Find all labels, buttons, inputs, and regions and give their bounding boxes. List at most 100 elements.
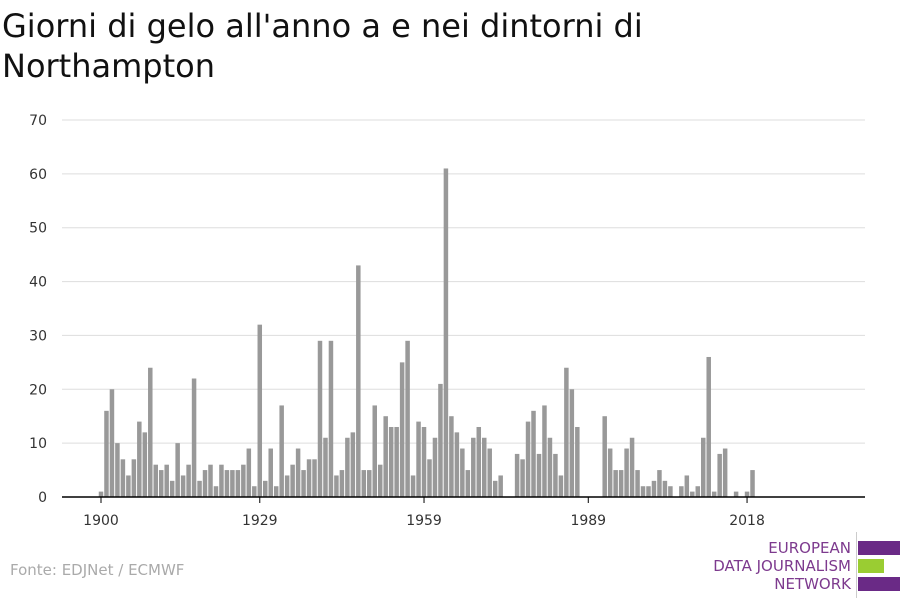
bar-1953 — [388, 426, 394, 497]
bar-1987 — [575, 426, 580, 497]
bar-1935 — [290, 464, 295, 497]
bar-1913 — [169, 480, 175, 497]
logo-bar-3 — [858, 577, 900, 591]
bar-1900 — [98, 491, 104, 497]
bar-1919 — [202, 470, 208, 497]
bar-1979 — [531, 410, 536, 497]
bar-1946 — [350, 432, 356, 497]
bar-1963 — [443, 168, 449, 497]
bar-1962 — [438, 383, 443, 497]
bar-1952 — [383, 416, 388, 497]
bar-1977 — [520, 459, 525, 497]
source-note: Fonte: EDJNet / ECMWF — [10, 561, 185, 579]
bars — [98, 168, 755, 497]
bar-1982 — [547, 437, 553, 497]
bar-1921 — [213, 486, 219, 497]
bar-2003 — [662, 480, 668, 497]
logo-line-1: EUROPEAN — [768, 539, 851, 557]
bar-1969 — [476, 426, 482, 497]
gridlines — [62, 119, 865, 444]
bar-1971 — [487, 448, 492, 497]
bar-2018 — [744, 491, 750, 497]
bar-1944 — [339, 470, 345, 497]
bar-1976 — [514, 453, 520, 497]
bar-1931 — [268, 448, 273, 497]
bar-1911 — [158, 470, 164, 497]
bar-1941 — [323, 437, 328, 497]
bar-1939 — [312, 459, 317, 497]
bar-1980 — [536, 453, 542, 497]
bar-1961 — [432, 437, 438, 497]
bar-1916 — [186, 464, 191, 497]
bar-1927 — [246, 448, 252, 497]
bar-1959 — [421, 426, 427, 497]
bar-1994 — [613, 470, 618, 497]
x-tick-label: 2018 — [729, 513, 765, 529]
bar-1905 — [126, 475, 131, 497]
bar-1967 — [465, 470, 471, 497]
bar-1923 — [224, 470, 230, 497]
bar-1958 — [416, 421, 421, 497]
bar-2013 — [717, 453, 722, 497]
bar-2000 — [646, 486, 651, 497]
bar-1912 — [164, 464, 169, 497]
bar-1947 — [356, 265, 361, 497]
bar-1986 — [569, 389, 575, 497]
bar-1970 — [482, 437, 487, 497]
y-tick-label: 60 — [29, 167, 47, 183]
bar-1950 — [372, 405, 377, 497]
bar-1906 — [131, 459, 137, 497]
bar-1922 — [219, 464, 224, 497]
bar-1998 — [635, 470, 640, 497]
edjnet-logo: EUROPEAN DATA JOURNALISM NETWORK — [700, 532, 900, 598]
bar-2011 — [706, 356, 711, 497]
bar-1909 — [148, 367, 153, 497]
bar-1942 — [328, 340, 334, 497]
bar-2019 — [750, 470, 755, 497]
bar-1901 — [104, 410, 109, 497]
bar-1932 — [273, 486, 279, 497]
bar-1999 — [640, 486, 646, 497]
bar-1945 — [345, 437, 350, 497]
bar-1933 — [279, 405, 284, 497]
bar-1924 — [230, 470, 235, 497]
bar-1973 — [498, 475, 503, 497]
bar-1968 — [471, 437, 476, 497]
logo-line-3: NETWORK — [774, 575, 851, 593]
bar-1972 — [492, 480, 498, 497]
bar-1996 — [624, 448, 629, 497]
bar-1920 — [208, 464, 213, 497]
bar-1915 — [180, 475, 186, 497]
bar-1908 — [142, 432, 148, 497]
bar-2010 — [701, 437, 706, 497]
bar-1966 — [460, 448, 465, 497]
logo-divider — [856, 532, 857, 598]
y-tick-label: 30 — [29, 328, 47, 344]
x-axis: 1900 1929 1959 1989 2018 — [62, 496, 865, 529]
bar-2014 — [722, 448, 728, 497]
logo-line-2: DATA JOURNALISM — [713, 557, 851, 575]
bar-1997 — [629, 437, 635, 497]
bar-2002 — [657, 470, 662, 497]
bar-1964 — [449, 416, 454, 497]
bar-1960 — [427, 459, 432, 497]
y-tick-label: 10 — [29, 436, 47, 452]
bar-2008 — [690, 491, 695, 497]
bar-1965 — [454, 432, 460, 497]
logo-bar-1 — [858, 541, 900, 555]
bar-1995 — [618, 470, 624, 497]
bar-1930 — [263, 480, 268, 497]
bar-1902 — [109, 389, 115, 497]
bar-1981 — [542, 405, 547, 497]
x-tick-label: 1929 — [242, 513, 278, 529]
bar-1949 — [367, 470, 372, 497]
bar-1948 — [361, 470, 367, 497]
bar-1954 — [394, 426, 399, 497]
y-tick-label: 70 — [29, 113, 47, 129]
bar-1904 — [120, 459, 126, 497]
bar-2001 — [651, 480, 657, 497]
bar-1936 — [295, 448, 301, 497]
y-tick-label: 0 — [38, 490, 47, 506]
y-axis: 0 10 20 30 40 50 60 70 — [29, 113, 47, 506]
